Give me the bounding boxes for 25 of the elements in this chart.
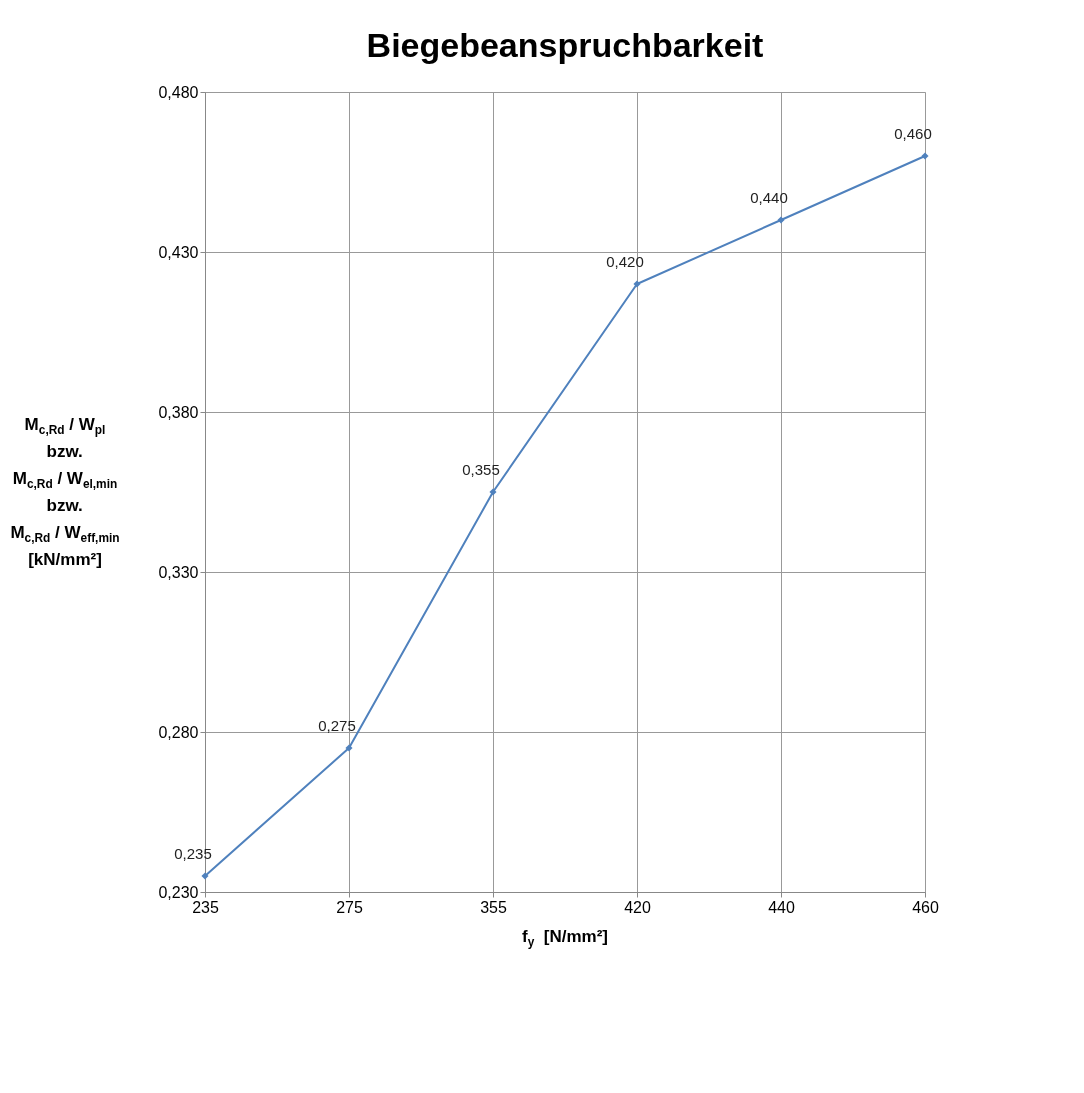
x-tick-label: 355 (480, 898, 507, 916)
x-tick-label: 420 (624, 898, 651, 916)
y-tick-label: 0,380 (158, 403, 199, 421)
data-label: 0,440 (750, 189, 788, 206)
point (921, 152, 929, 160)
x-tick-label: 235 (192, 898, 219, 916)
data-label: 0,235 (174, 845, 212, 862)
y-tick-label: 0,430 (158, 243, 199, 261)
data-label: 0,355 (462, 461, 500, 478)
y-tick-label: 0,280 (158, 723, 199, 741)
point (777, 216, 785, 224)
y-tick-label: 0,230 (158, 883, 199, 901)
x-tick-label: 460 (912, 898, 939, 916)
y-tick-label: 0,480 (158, 83, 199, 101)
data-label: 0,275 (318, 717, 356, 734)
x-tick-label: 440 (768, 898, 795, 916)
point (345, 744, 353, 752)
x-tick-label: 275 (336, 898, 363, 916)
chart-title: Biegebeanspruchbarkeit (366, 26, 764, 64)
point (489, 488, 497, 496)
y-tick-label: 0,330 (158, 563, 199, 581)
data-label: 0,460 (894, 125, 932, 142)
data-label: 0,420 (606, 253, 644, 270)
point (633, 280, 641, 288)
point (201, 872, 209, 880)
